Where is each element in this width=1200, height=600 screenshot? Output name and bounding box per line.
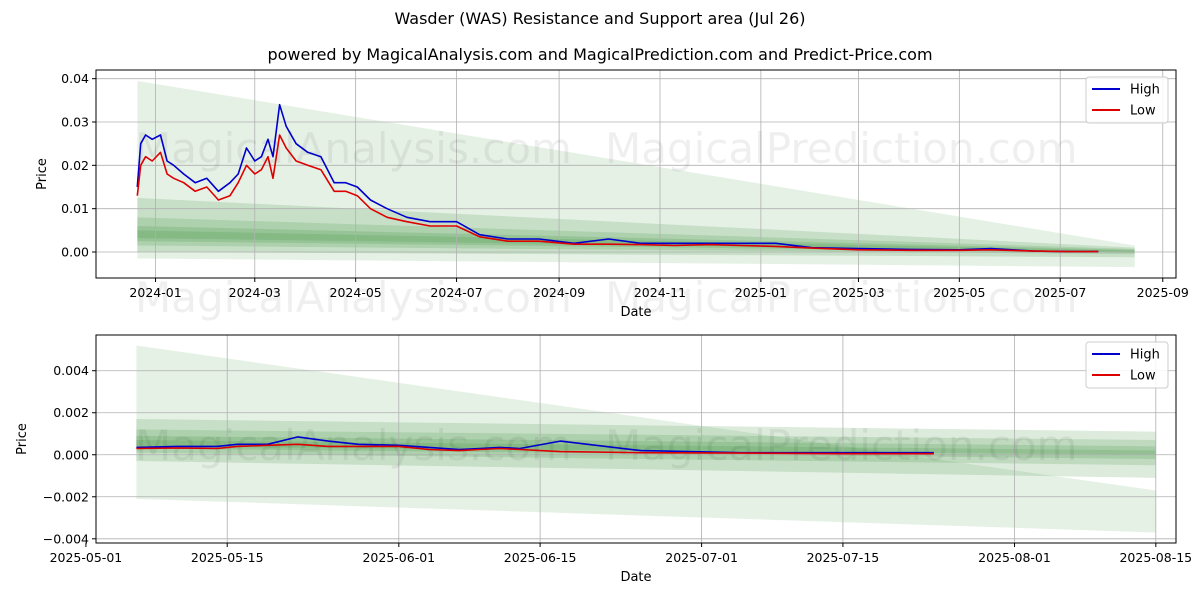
y-tick-label: −0.004 <box>43 531 89 546</box>
series-high-line <box>136 436 934 454</box>
legend: High Low <box>1085 341 1169 389</box>
legend-label-low: Low <box>1130 104 1156 119</box>
series-high-line <box>136 103 1099 253</box>
series-low-line <box>136 443 934 455</box>
x-tick-label: 2024-03 <box>229 285 281 300</box>
y-tick-label: 0.002 <box>53 405 89 420</box>
band-1 <box>136 345 1156 533</box>
band-4 <box>137 226 1135 253</box>
legend-label-high: High <box>1130 83 1160 98</box>
band-2 <box>136 419 1156 478</box>
band-3 <box>137 217 1135 255</box>
band-5 <box>136 440 1156 455</box>
watermark-text: MagicalPrediction.com <box>605 421 1078 470</box>
chart-panel-1: MagicalAnalysis.com MagicalPrediction.com… <box>35 69 1189 322</box>
plot-frame <box>95 334 1177 544</box>
watermark-text: MagicalAnalysis.com <box>135 124 572 173</box>
watermark-text: MagicalPrediction.com <box>605 273 1078 322</box>
watermark-text: MagicalPrediction.com <box>605 124 1078 173</box>
y-axis-label: Price <box>35 158 50 190</box>
legend-label-low: Low <box>1130 369 1156 384</box>
x-tick-label: 2025-08-01 <box>978 550 1051 565</box>
y-tick-label: 0.01 <box>61 201 89 216</box>
x-tick-label: 2024-07 <box>430 285 482 300</box>
chart-title: Wasder (WAS) Resistance and Support area… <box>394 9 806 28</box>
x-tick-label: 2025-07 <box>1034 285 1086 300</box>
chart-panel-2: MagicalAnalysis.com MagicalPrediction.com… <box>15 334 1192 585</box>
x-tick-label: 2025-03 <box>832 285 884 300</box>
band-1 <box>137 80 1135 268</box>
x-tick-label: 2025-01 <box>735 285 787 300</box>
y-axis-label: Price <box>15 423 30 455</box>
x-tick-label: 2025-05 <box>933 285 985 300</box>
band-5 <box>137 230 1135 252</box>
x-tick-label: 2025-06-01 <box>362 550 435 565</box>
y-tick-label: 0.03 <box>61 115 89 130</box>
x-tick-label: 2024-11 <box>634 285 686 300</box>
x-tick-label: 2025-08-15 <box>1119 550 1192 565</box>
x-axis-label: Date <box>620 305 651 320</box>
legend-label-high: High <box>1130 348 1160 363</box>
y-tick-label: 0.00 <box>61 245 89 260</box>
band-2 <box>137 197 1135 258</box>
x-tick-label: 2024-09 <box>533 285 585 300</box>
y-tick-label: 0.000 <box>53 447 89 462</box>
x-tick-label: 2024-01 <box>129 285 181 300</box>
x-tick-label: 2024-05 <box>330 285 382 300</box>
y-tick-label: 0.02 <box>61 158 89 173</box>
chart-subtitle: powered by MagicalAnalysis.com and Magic… <box>267 45 933 64</box>
y-tick-label: −0.002 <box>43 489 89 504</box>
y-tick-label: 0.04 <box>61 71 89 86</box>
legend: High Low <box>1085 76 1169 124</box>
x-axis-label: Date <box>620 570 651 585</box>
band-3 <box>136 429 1156 466</box>
x-tick-label: 2025-07-01 <box>665 550 738 565</box>
watermark-text: MagicalAnalysis.com <box>135 273 572 322</box>
y-tick-label: 0.004 <box>53 363 89 378</box>
series-low-line <box>136 134 1099 253</box>
x-tick-label: 2025-05-15 <box>191 550 264 565</box>
watermark-text: MagicalAnalysis.com <box>135 421 572 470</box>
x-tick-label: 2025-05-01 <box>50 550 123 565</box>
x-tick-label: 2025-06-15 <box>504 550 577 565</box>
plot-frame <box>95 69 1177 279</box>
x-tick-label: 2025-09 <box>1137 285 1189 300</box>
x-tick-label: 2025-07-15 <box>807 550 880 565</box>
